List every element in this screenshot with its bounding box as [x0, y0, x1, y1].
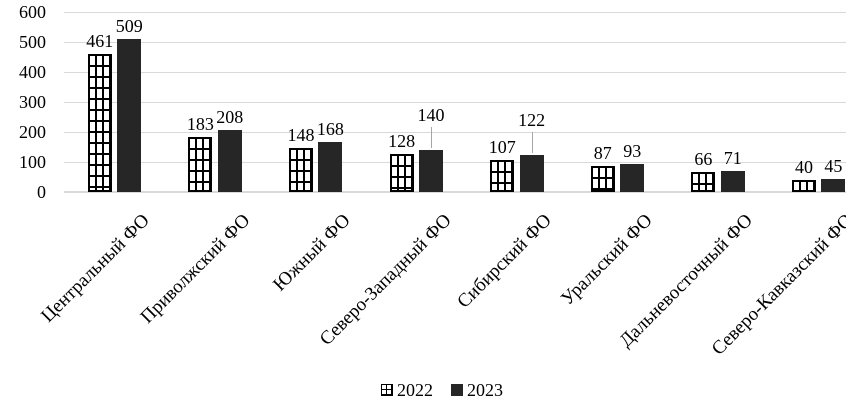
data-label-2023: 140 — [417, 105, 445, 125]
data-label-2022: 128 — [388, 130, 416, 151]
data-label-2023: 71 — [723, 147, 742, 168]
gridline — [64, 102, 846, 103]
leader-line — [531, 132, 533, 154]
data-label-2022: 87 — [593, 142, 612, 163]
data-label-2023: 45 — [824, 155, 843, 176]
data-label-2022: 183 — [186, 114, 214, 135]
category-label: Сибирский ФО — [453, 210, 556, 313]
data-label-2023: 168 — [316, 118, 344, 139]
gridline — [64, 12, 846, 13]
gridline — [64, 132, 846, 133]
gridline — [64, 72, 846, 73]
category-label: Центральный ФО — [36, 210, 154, 327]
bar-2023 — [519, 155, 544, 192]
bar-2022 — [289, 147, 313, 192]
bar-2022 — [691, 172, 716, 192]
bar-2023 — [720, 170, 745, 192]
legend: 2022 2023 — [381, 380, 503, 400]
category-label: Уральский ФО — [556, 210, 657, 310]
data-label-2022: 107 — [488, 136, 516, 157]
y-axis-tick-label: 600 — [19, 2, 46, 22]
bar-2022 — [389, 153, 414, 192]
category-label: Приволжский ФО — [136, 210, 254, 328]
data-label-2022: 148 — [287, 124, 315, 145]
bar-2022 — [188, 137, 213, 192]
bar-2023 — [117, 39, 142, 192]
bar-2022 — [590, 165, 615, 192]
y-axis-tick-label: 300 — [19, 92, 46, 112]
data-label-2023: 93 — [623, 141, 642, 162]
leader-line — [431, 127, 432, 148]
legend-item-2023: 2023 — [451, 380, 503, 400]
bar-2023 — [620, 164, 645, 192]
legend-swatch-2023 — [451, 384, 463, 396]
data-label-2023: 509 — [115, 16, 143, 37]
x-axis-line — [64, 191, 846, 193]
bar-2022 — [87, 53, 112, 192]
legend-item-2022: 2022 — [381, 380, 433, 400]
bar-2022 — [490, 159, 515, 192]
data-label-2023: 208 — [216, 106, 244, 127]
data-label-2022: 461 — [86, 30, 114, 51]
legend-label: 2023 — [467, 380, 503, 400]
bar-2023 — [217, 129, 242, 192]
data-label-2023: 122 — [518, 110, 546, 131]
y-axis-tick-label: 100 — [19, 152, 46, 172]
bar-2023 — [419, 150, 443, 192]
y-axis-tick-label: 400 — [19, 62, 46, 82]
gridline — [64, 42, 846, 43]
bar-2023 — [318, 141, 343, 192]
legend-label: 2022 — [397, 380, 433, 400]
data-label-2022: 66 — [694, 149, 713, 170]
gridline — [64, 162, 846, 163]
data-label-2022: 40 — [795, 157, 813, 177]
bar-2022 — [792, 180, 816, 192]
y-axis-tick-label: 200 — [19, 122, 46, 142]
legend-swatch-2022 — [381, 384, 393, 396]
y-axis-tick-label: 0 — [37, 182, 46, 202]
bar-2023 — [821, 178, 846, 192]
y-axis-tick-label: 500 — [19, 32, 46, 52]
category-label: Южный ФО — [269, 210, 355, 296]
